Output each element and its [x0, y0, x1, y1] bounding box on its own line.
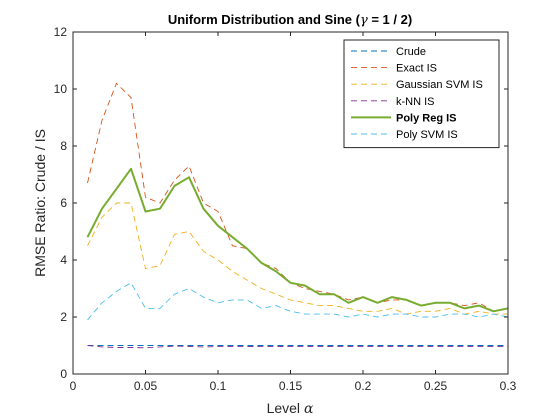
legend-box	[343, 39, 500, 149]
x-tick-label: 0.2	[355, 379, 372, 393]
y-tick-label: 2	[60, 310, 67, 324]
title-prefix: Uniform Distribution and Sine (	[168, 12, 361, 27]
y-axis: 0 2 4 6 8 10 12	[54, 25, 508, 381]
chart-title: Uniform Distribution and Sine (γ = 1 / 2…	[168, 12, 412, 28]
y-tick-label: 10	[54, 82, 68, 96]
x-tick-label: 0.15	[279, 379, 303, 393]
series-line-poly-svm-is	[87, 282, 509, 321]
y-tick-label: 8	[60, 139, 67, 153]
y-tick-label: 12	[54, 25, 68, 39]
y-tick-label: 6	[60, 196, 67, 210]
x-tick-label: 0	[70, 379, 77, 393]
legend-label-exact-is: Exact IS	[396, 63, 437, 75]
y-axis-label: RMSE Ratio: Crude / IS	[32, 129, 48, 277]
legend-label-k-nn-is: k-NN IS	[396, 96, 435, 108]
y-tick-label: 4	[60, 253, 67, 267]
legend-label-gaussian-svm-is: Gaussian SVM IS	[396, 79, 483, 91]
series-line-k-nn-is	[87, 345, 508, 349]
series-line-gaussian-svm-is	[87, 202, 508, 315]
series-layer	[86, 82, 509, 349]
title-suffix: = 1 / 2)	[368, 12, 412, 27]
legend-label-poly-reg-is: Poly Reg IS	[396, 112, 457, 124]
x-axis-label: Level α	[267, 400, 314, 417]
x-tick-label: 0.25	[424, 379, 448, 393]
x-tick-label: 0.3	[500, 379, 517, 393]
legend-label-crude: Crude	[396, 46, 426, 58]
x-tick-label: 0.1	[210, 379, 227, 393]
x-tick-label: 0.05	[134, 379, 158, 393]
series-line-poly-reg-is	[86, 167, 509, 313]
legend-label-poly-svm-is: Poly SVM IS	[396, 129, 458, 141]
legend: Crude Exact IS Gaussian SVM IS k-NN IS Poly …	[343, 39, 500, 149]
x-axis: 0 0.05 0.1 0.15 0.2 0.25 0.3	[70, 32, 517, 393]
x-axis-label-symbol: α	[304, 401, 314, 417]
title-gamma-symbol: γ	[360, 13, 368, 28]
series-line-exact-is	[87, 82, 509, 312]
y-tick-label: 0	[60, 367, 67, 381]
x-axis-label-text: Level	[267, 400, 304, 416]
